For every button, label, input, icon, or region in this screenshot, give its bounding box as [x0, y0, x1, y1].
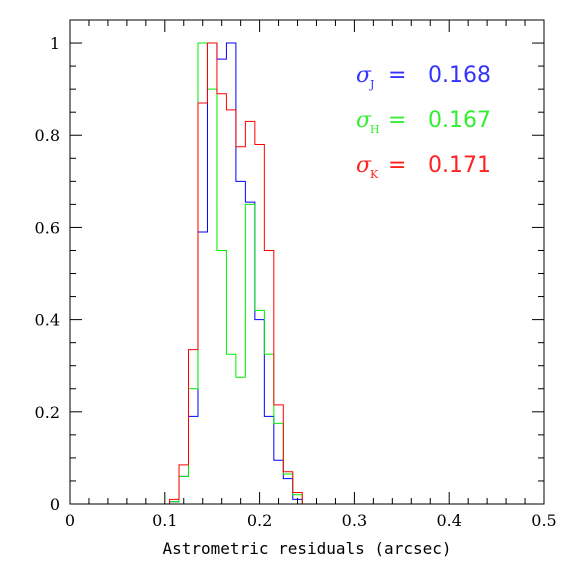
legend-equals: =: [388, 153, 406, 178]
x-tick-label: 0.1: [152, 511, 177, 530]
x-axis-label: Astrometric residuals (arcsec): [163, 539, 452, 558]
y-tick-label: 0: [50, 495, 60, 514]
legend-entry-J: σJ = 0.168: [356, 63, 491, 91]
x-tick-label: 0: [65, 511, 75, 530]
legend-entry-H: σH = 0.167: [356, 108, 491, 136]
y-tick-label: 1: [50, 34, 60, 53]
plot-frame: [69, 19, 545, 505]
legend-value: 0.168: [428, 63, 491, 88]
x-tick-label: 0.3: [342, 511, 367, 530]
legend-subscript: H: [370, 123, 380, 136]
y-tick-label: 0.8: [35, 126, 60, 145]
histogram-series: [70, 42, 544, 505]
legend-sigma-symbol: σ: [356, 63, 372, 88]
x-tick-label: 0.2: [247, 511, 272, 530]
tick-labels: 0 0.1 0.2 0.3 0.4 0.5 0 0.2 0.4 0.6 0.8 1: [35, 34, 557, 530]
legend-entry-K: σK = 0.171: [356, 153, 491, 181]
legend-value: 0.171: [428, 153, 491, 178]
legend-subscript: J: [369, 78, 374, 91]
axis-ticks: [69, 19, 545, 505]
y-tick-label: 0.6: [35, 218, 60, 237]
legend-equals: =: [388, 63, 406, 88]
legend-value: 0.167: [428, 108, 491, 133]
legend-sigma-symbol: σ: [356, 108, 372, 133]
series-K-histogram: [70, 42, 544, 505]
x-tick-label: 0.4: [436, 511, 461, 530]
legend-subscript: K: [370, 168, 379, 181]
y-tick-label: 0.2: [35, 403, 60, 422]
x-tick-label: 0.5: [531, 511, 556, 530]
y-tick-label: 0.4: [35, 311, 60, 330]
legend-equals: =: [388, 108, 406, 133]
legend-sigma-symbol: σ: [356, 153, 372, 178]
